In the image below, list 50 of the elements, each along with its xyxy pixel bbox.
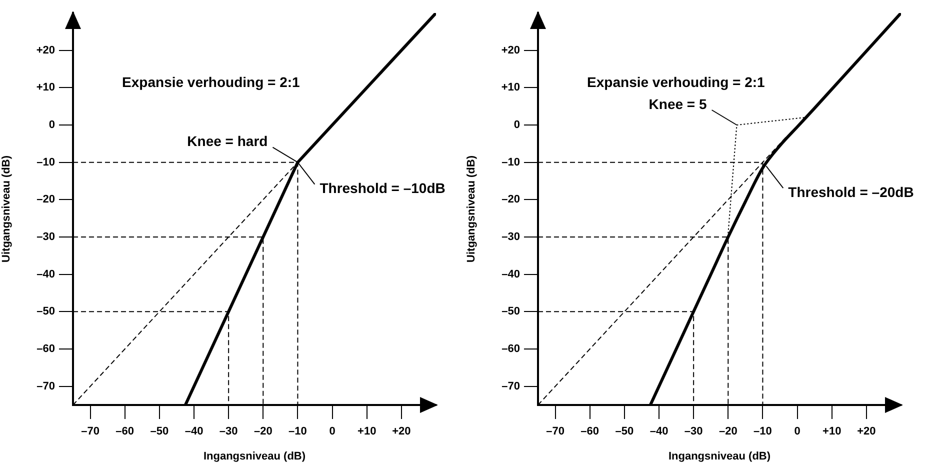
y-tick-label: +10 (501, 82, 520, 94)
y-tick-label: –60 (502, 343, 520, 356)
y-tick-label: –30 (502, 231, 520, 244)
annotation: Threshold = –10dB (320, 180, 446, 196)
annotation: Expansie verhouding = 2:1 (587, 74, 766, 90)
x-tick-label: –10 (754, 426, 772, 438)
y-tick-label: –10 (502, 156, 520, 168)
y-axis-title: Uitgangsniveau (dB) (0, 155, 13, 262)
y-tick-label: –70 (502, 380, 520, 392)
x-tick-label: +10 (822, 426, 842, 438)
x-tick-label: –60 (116, 426, 134, 438)
y-tick-label: –50 (502, 306, 520, 318)
y-tick-label: +20 (501, 44, 520, 56)
y-tick-label: –60 (36, 343, 55, 356)
annotation: Knee = hard (187, 133, 268, 150)
x-tick-label: –50 (150, 426, 169, 438)
y-tick-label: –10 (36, 156, 55, 168)
y-tick-label: –50 (36, 306, 55, 318)
x-tick-label: –20 (718, 426, 738, 438)
x-tick-label: –70 (81, 426, 100, 438)
y-tick-label: –40 (36, 268, 55, 280)
y-tick-label: –70 (36, 380, 55, 392)
x-tick-label: –50 (615, 426, 634, 438)
x-tick-label: 0 (794, 426, 800, 438)
x-tick-label: 0 (329, 426, 336, 438)
x-tick-label: +10 (358, 426, 376, 438)
y-tick-label: –20 (502, 194, 520, 206)
y-axis-title: Uitgangsniveau (dB) (466, 155, 478, 262)
x-tick-label: –30 (219, 426, 238, 438)
y-tick-label: 0 (514, 119, 520, 132)
x-axis-title: Ingangsniveau (dB) (668, 450, 771, 462)
x-tick-label: +20 (857, 426, 876, 438)
x-tick-label: +20 (392, 426, 411, 438)
annotation: Knee = 5 (648, 96, 707, 112)
x-tick-label: –70 (546, 426, 564, 438)
y-tick-label: –20 (36, 194, 55, 206)
x-tick-label: –20 (254, 426, 272, 438)
x-tick-label: –40 (650, 426, 668, 438)
y-tick-label: –40 (502, 268, 520, 280)
x-tick-label: –60 (580, 426, 600, 438)
x-tick-label: –40 (184, 426, 204, 438)
x-tick-label: –10 (288, 426, 307, 438)
annotation: Threshold = –20dB (788, 184, 914, 200)
y-tick-label: +10 (36, 82, 55, 94)
annotation: Expansie verhouding = 2:1 (122, 74, 300, 90)
x-tick-label: –30 (684, 426, 703, 438)
y-tick-label: 0 (48, 119, 55, 132)
y-tick-label: –30 (36, 231, 55, 244)
y-tick-label: +20 (36, 44, 55, 56)
x-axis-title: Ingangsniveau (dB) (203, 450, 306, 462)
